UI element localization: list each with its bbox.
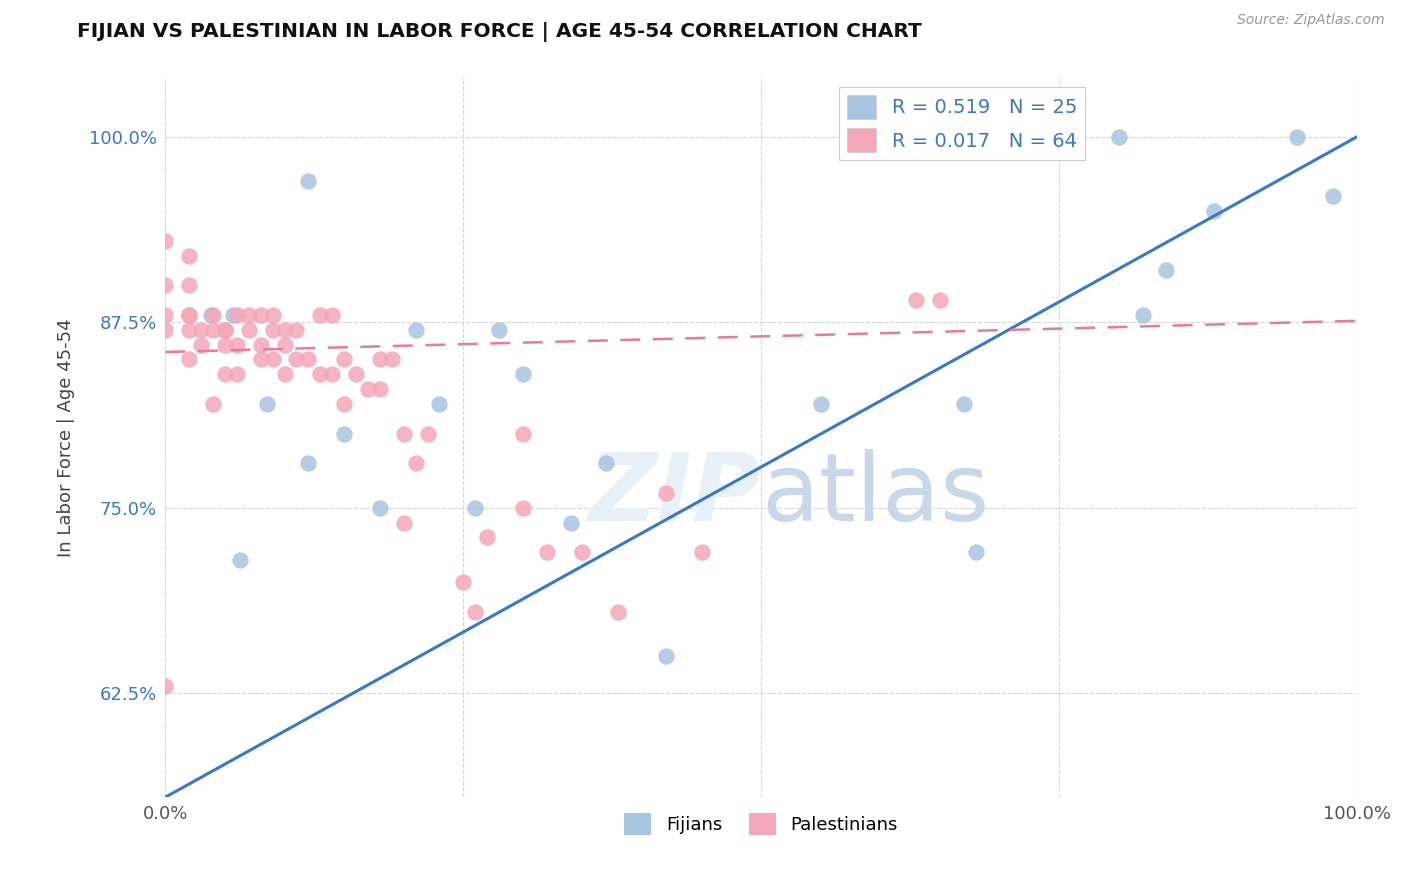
- Point: [536, 545, 558, 559]
- Point: [214, 323, 236, 337]
- Point: [273, 368, 295, 382]
- Point: [405, 456, 427, 470]
- Point: [453, 574, 475, 589]
- Point: [965, 545, 987, 559]
- Point: [238, 308, 260, 322]
- Point: [690, 545, 713, 559]
- Point: [200, 308, 222, 322]
- Point: [1108, 129, 1130, 144]
- Point: [1132, 308, 1154, 322]
- Point: [273, 337, 295, 351]
- Point: [179, 278, 201, 293]
- Point: [190, 337, 212, 351]
- Point: [179, 308, 201, 322]
- Point: [155, 278, 177, 293]
- Point: [256, 397, 278, 411]
- Point: [321, 368, 343, 382]
- Point: [225, 337, 247, 351]
- Point: [155, 308, 177, 322]
- Point: [179, 308, 201, 322]
- Point: [810, 397, 832, 411]
- Point: [202, 397, 225, 411]
- Point: [285, 352, 308, 367]
- Point: [607, 605, 630, 619]
- Point: [429, 397, 451, 411]
- Point: [309, 368, 332, 382]
- Point: [285, 323, 308, 337]
- Point: [214, 323, 236, 337]
- Point: [155, 679, 177, 693]
- Point: [229, 552, 252, 566]
- Point: [392, 426, 415, 441]
- Point: [333, 397, 356, 411]
- Text: ZIP: ZIP: [588, 449, 761, 541]
- Point: [249, 308, 271, 322]
- Point: [929, 293, 952, 307]
- Point: [214, 337, 236, 351]
- Point: [309, 308, 332, 322]
- Point: [1202, 204, 1225, 219]
- Point: [214, 368, 236, 382]
- Point: [262, 308, 284, 322]
- Point: [155, 234, 177, 248]
- Point: [416, 426, 439, 441]
- Point: [262, 323, 284, 337]
- Point: [222, 308, 245, 322]
- Point: [560, 516, 582, 530]
- Point: [225, 368, 247, 382]
- Point: [297, 352, 319, 367]
- Point: [249, 352, 271, 367]
- Text: FIJIAN VS PALESTINIAN IN LABOR FORCE | AGE 45-54 CORRELATION CHART: FIJIAN VS PALESTINIAN IN LABOR FORCE | A…: [77, 22, 922, 42]
- Point: [344, 368, 367, 382]
- Point: [179, 323, 201, 337]
- Y-axis label: In Labor Force | Age 45-54: In Labor Force | Age 45-54: [58, 318, 75, 557]
- Text: Source: ZipAtlas.com: Source: ZipAtlas.com: [1237, 13, 1385, 28]
- Point: [297, 456, 319, 470]
- Point: [571, 545, 593, 559]
- Point: [488, 323, 510, 337]
- Point: [262, 352, 284, 367]
- Point: [405, 323, 427, 337]
- Point: [595, 456, 617, 470]
- Point: [273, 323, 295, 337]
- Point: [249, 337, 271, 351]
- Point: [475, 531, 498, 545]
- Point: [225, 308, 247, 322]
- Point: [238, 323, 260, 337]
- Point: [655, 486, 678, 500]
- Point: [1322, 189, 1344, 203]
- Point: [512, 368, 534, 382]
- Point: [1286, 129, 1309, 144]
- Text: atlas: atlas: [761, 449, 990, 541]
- Point: [155, 323, 177, 337]
- Point: [333, 352, 356, 367]
- Point: [392, 516, 415, 530]
- Point: [179, 352, 201, 367]
- Point: [333, 426, 356, 441]
- Point: [1156, 263, 1178, 277]
- Point: [381, 352, 404, 367]
- Point: [368, 352, 391, 367]
- Point: [357, 382, 380, 396]
- Point: [952, 397, 974, 411]
- Point: [368, 382, 391, 396]
- Point: [297, 174, 319, 188]
- Point: [512, 426, 534, 441]
- Point: [905, 293, 928, 307]
- Point: [202, 323, 225, 337]
- Point: [202, 308, 225, 322]
- Point: [512, 500, 534, 515]
- Point: [321, 308, 343, 322]
- Point: [179, 248, 201, 262]
- Point: [655, 649, 678, 664]
- Point: [464, 500, 486, 515]
- Legend: R = 0.519   N = 25, R = 0.017   N = 64: R = 0.519 N = 25, R = 0.017 N = 64: [839, 87, 1085, 160]
- Point: [190, 323, 212, 337]
- Point: [464, 605, 486, 619]
- Point: [368, 500, 391, 515]
